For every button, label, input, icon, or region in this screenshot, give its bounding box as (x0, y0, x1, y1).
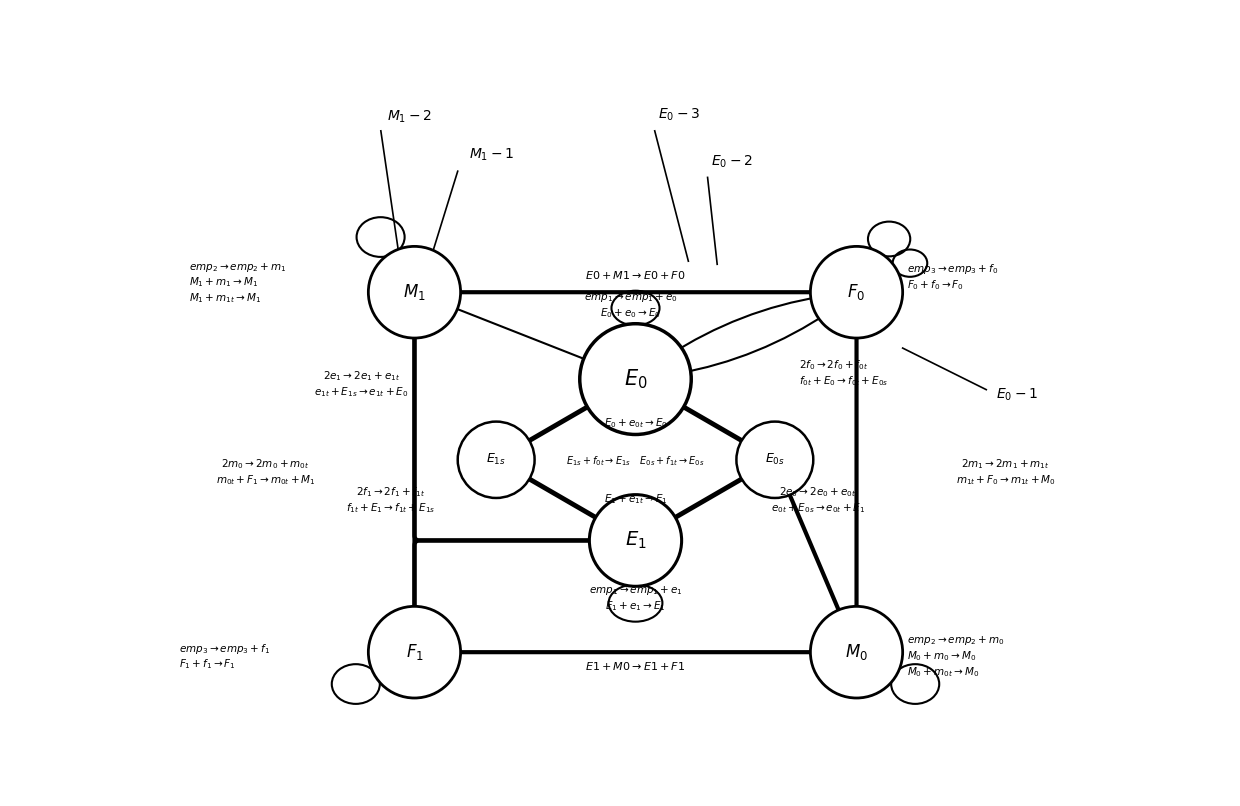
Text: $F_0$: $F_0$ (847, 282, 866, 302)
Text: $F_1$: $F_1$ (405, 642, 423, 663)
Text: $M_0$: $M_0$ (844, 642, 868, 663)
Ellipse shape (580, 324, 691, 434)
Text: $E_{0s}$: $E_{0s}$ (765, 452, 785, 467)
Text: $2m_0{\rightarrow}2m_0+m_{0t}$
$m_{0t}+F_1{\rightarrow}m_{0t}+M_1$: $2m_0{\rightarrow}2m_0+m_{0t}$ $m_{0t}+F… (216, 457, 315, 487)
Text: $2f_1{\rightarrow}2f_1+f_{1t}$
$f_{1t}+E_1{\rightarrow}f_{1t}+E_{1s}$: $2f_1{\rightarrow}2f_1+f_{1t}$ $f_{1t}+E… (346, 485, 435, 515)
Text: $E_0-2$: $E_0-2$ (711, 154, 753, 170)
Text: $E_0+e_{0t}{\rightarrow}E_0$: $E_0+e_{0t}{\rightarrow}E_0$ (604, 417, 667, 430)
Text: $E_1$: $E_1$ (625, 530, 646, 551)
Ellipse shape (589, 495, 682, 586)
Text: $2m_1{\rightarrow}2m_1+m_{1t}$
$m_{1t}+F_0{\rightarrow}m_{1t}+M_0$: $2m_1{\rightarrow}2m_1+m_{1t}$ $m_{1t}+F… (956, 457, 1055, 487)
Text: $E_0$: $E_0$ (624, 368, 647, 391)
Text: $E0+M1{\rightarrow}E0+F0$: $E0+M1{\rightarrow}E0+F0$ (585, 269, 686, 281)
Text: $E_0-3$: $E_0-3$ (657, 106, 699, 123)
Ellipse shape (458, 422, 534, 498)
Ellipse shape (368, 606, 460, 698)
Ellipse shape (737, 422, 813, 498)
Text: $E_0-1$: $E_0-1$ (996, 386, 1038, 403)
Text: $emp_1{\rightarrow}emp_1+e_1$
$E_1+e_1{\rightarrow}E_1$: $emp_1{\rightarrow}emp_1+e_1$ $E_1+e_1{\… (589, 584, 682, 613)
Ellipse shape (368, 247, 460, 338)
Text: $M_1-2$: $M_1-2$ (387, 108, 433, 125)
Text: $E1+M0{\rightarrow}E1+F1$: $E1+M0{\rightarrow}E1+F1$ (585, 660, 686, 672)
Text: $emp_3{\rightarrow}emp_3+f_1$
$F_1+f_1{\rightarrow}F_1$: $emp_3{\rightarrow}emp_3+f_1$ $F_1+f_1{\… (179, 642, 270, 671)
Text: $M_1$: $M_1$ (403, 282, 425, 302)
Text: $emp_1{\rightarrow}emp_1+e_0$
$E_0+e_0{\rightarrow}E_0$: $emp_1{\rightarrow}emp_1+e_0$ $E_0+e_0{\… (584, 291, 678, 320)
Ellipse shape (811, 247, 903, 338)
Text: $2e_0{\rightarrow}2e_0+e_{0t}$
$e_{0t}+E_{0s}{\rightarrow}e_{0t}+E_1$: $2e_0{\rightarrow}2e_0+e_{0t}$ $e_{0t}+E… (771, 485, 866, 515)
Text: $emp_2{\rightarrow}emp_2+m_0$
$M_0+m_0{\rightarrow}M_0$
$M_0+m_{0t}{\rightarrow}: $emp_2{\rightarrow}emp_2+m_0$ $M_0+m_0{\… (908, 634, 1006, 679)
Text: $emp_3{\rightarrow}emp_3+f_0$
$F_0+f_0{\rightarrow}F_0$: $emp_3{\rightarrow}emp_3+f_0$ $F_0+f_0{\… (908, 262, 998, 292)
Ellipse shape (811, 606, 903, 698)
Text: $M_1-1$: $M_1-1$ (469, 147, 513, 163)
Text: $E_{1s}+f_{0t}{\rightarrow}E_{1s}$   $E_{0s}+f_{1t}{\rightarrow}E_{0s}$: $E_{1s}+f_{0t}{\rightarrow}E_{1s}$ $E_{0… (567, 454, 704, 468)
Text: $E_1+e_{1t}{\rightarrow}E_1$: $E_1+e_{1t}{\rightarrow}E_1$ (604, 492, 667, 506)
Text: $2f_0{\rightarrow}2f_0+f_{0t}$
$f_{0t}+E_0{\rightarrow}f_{0t}+E_{0s}$: $2f_0{\rightarrow}2f_0+f_{0t}$ $f_{0t}+E… (799, 358, 888, 388)
Text: $2e_1{\rightarrow}2e_1+e_{1t}$
$e_{1t}+E_{1s}{\rightarrow}e_{1t}+E_0$: $2e_1{\rightarrow}2e_1+e_{1t}$ $e_{1t}+E… (315, 369, 409, 399)
Text: $E_{1s}$: $E_{1s}$ (486, 452, 506, 467)
Text: $emp_2{\rightarrow}emp_2+m_1$
$M_1+m_1{\rightarrow}M_1$
$M_1+m_{1t}{\rightarrow}: $emp_2{\rightarrow}emp_2+m_1$ $M_1+m_1{\… (188, 260, 286, 305)
